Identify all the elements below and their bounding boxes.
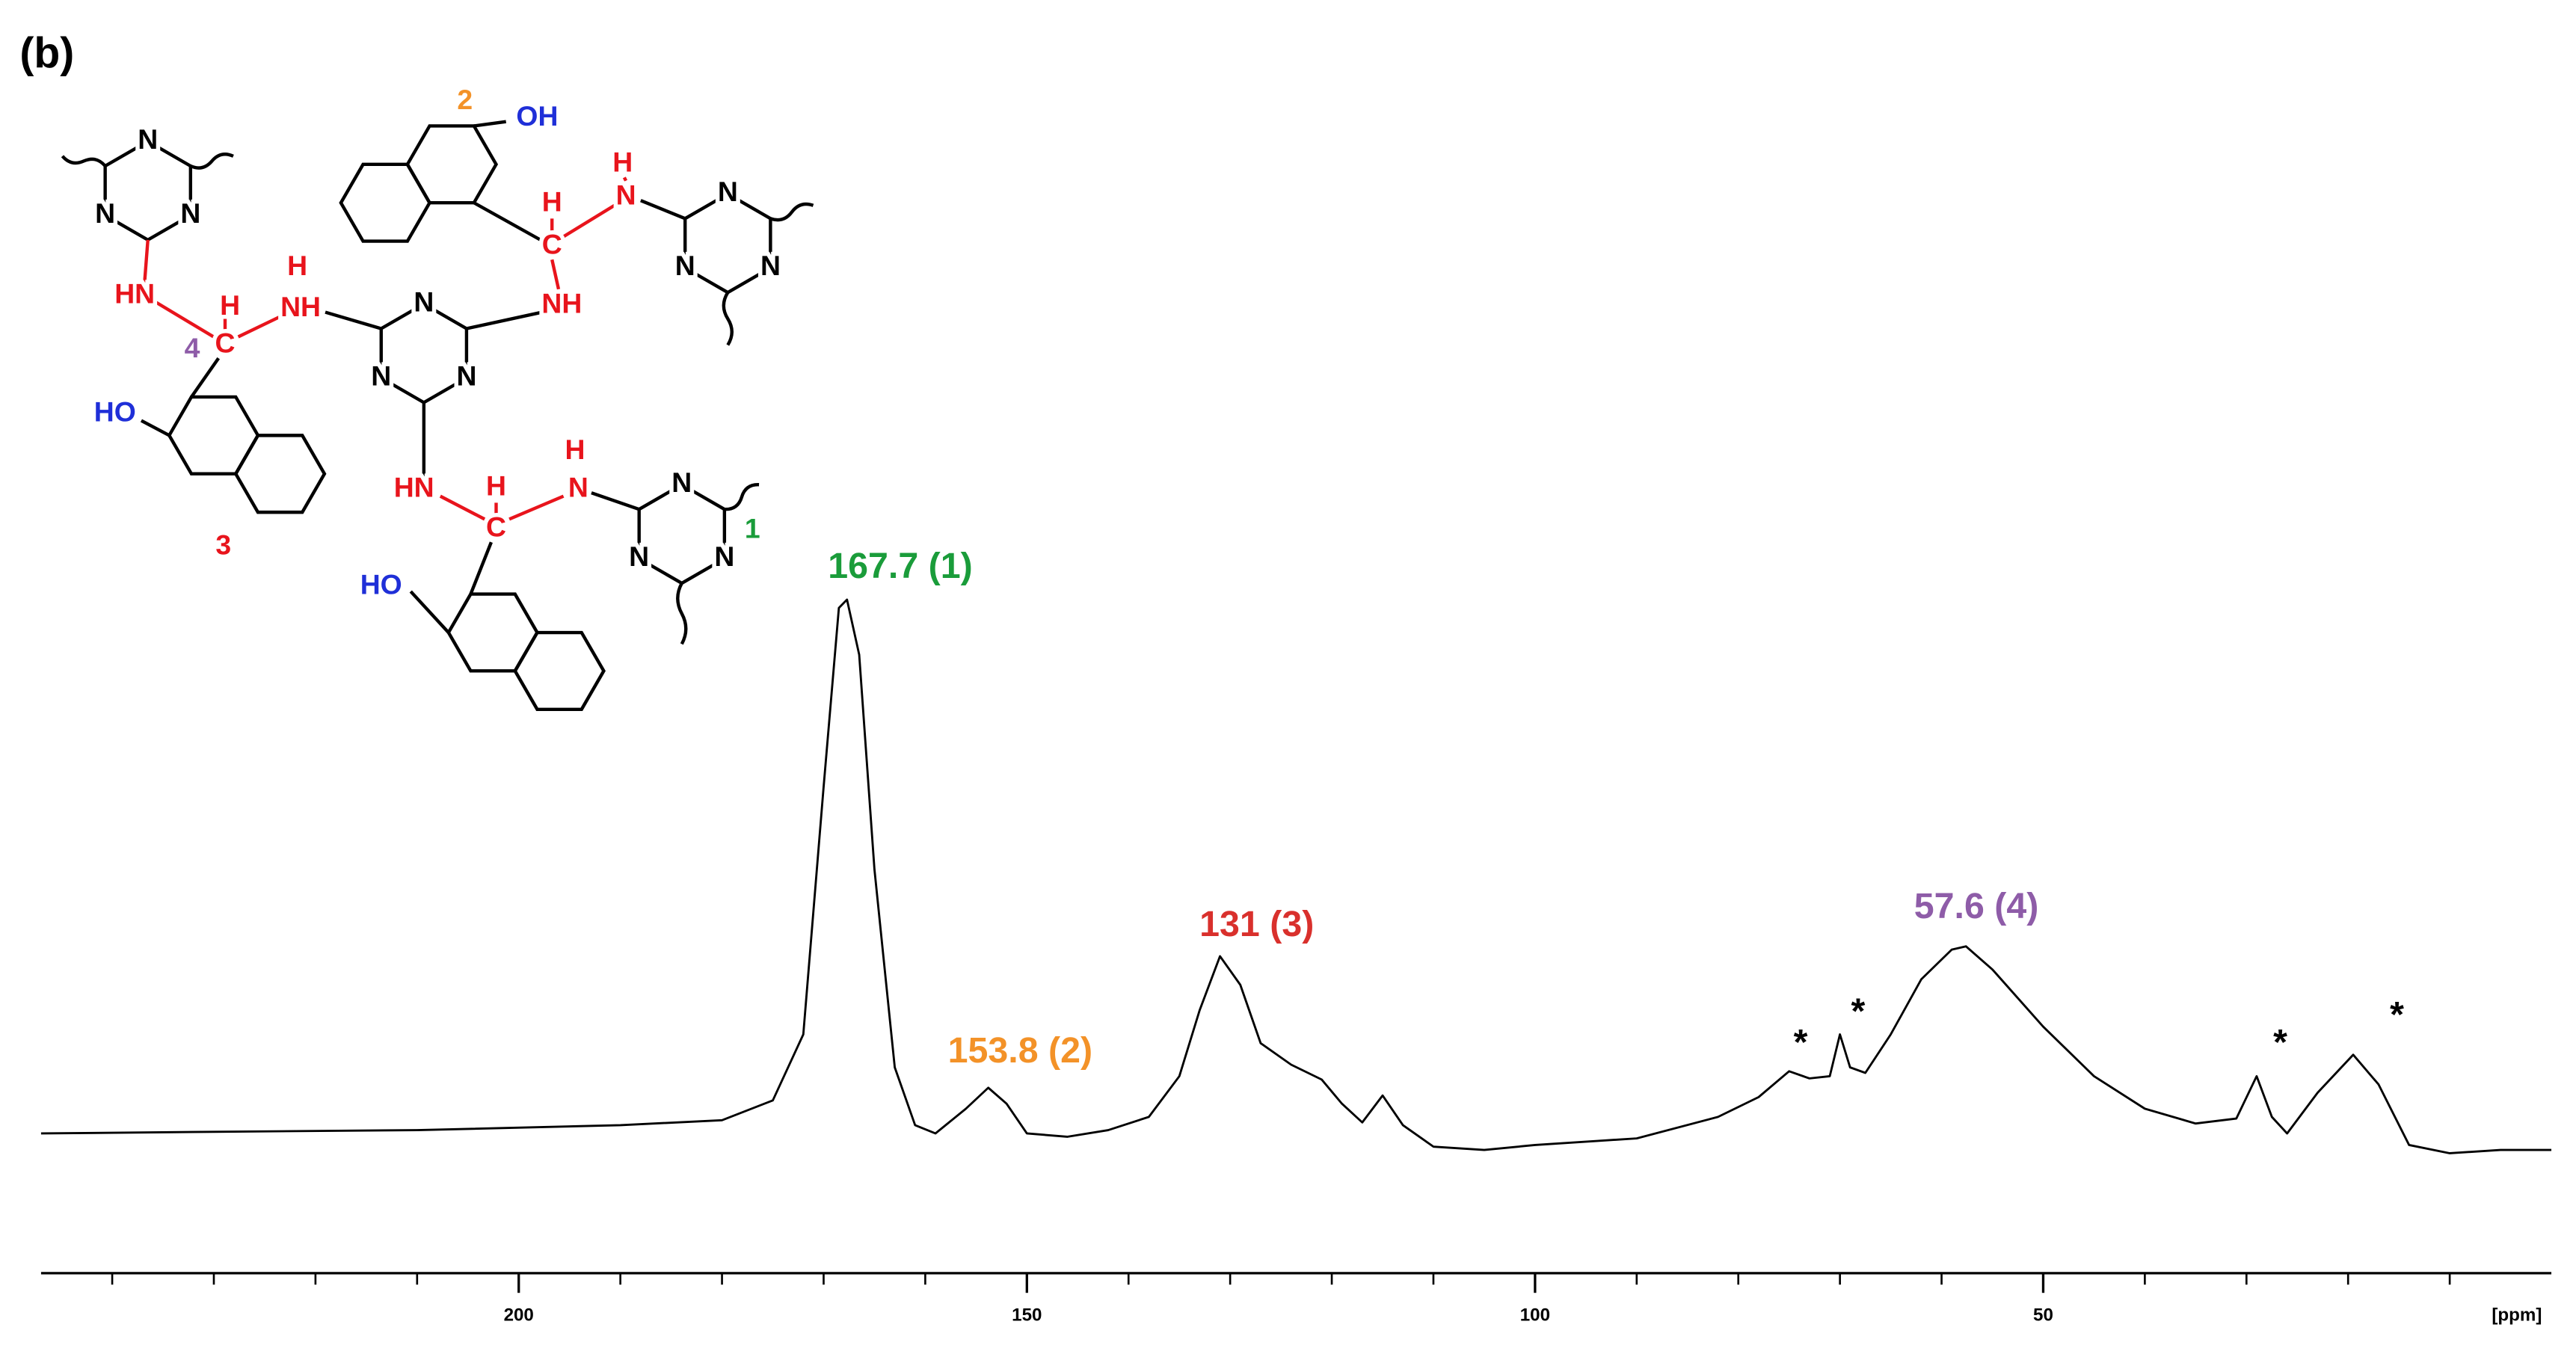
peak-annotation: 167.7 (1)	[828, 546, 972, 586]
atom-label: NH	[541, 288, 582, 319]
atom-label: OH	[516, 100, 558, 132]
atom-label: 3	[215, 529, 231, 561]
bond	[143, 239, 150, 283]
bond	[325, 310, 382, 330]
atom-label: N	[760, 250, 781, 281]
wavy-bond	[724, 483, 760, 511]
atom-label: C	[486, 511, 506, 542]
x-axis-label: [ppm]	[2492, 1305, 2542, 1325]
atom-label: N	[616, 179, 636, 211]
bond	[469, 541, 493, 595]
peak-annotation: *	[1851, 991, 1865, 1031]
ring	[513, 630, 606, 711]
atom-label: N	[414, 286, 434, 317]
x-tick-label: 200	[504, 1305, 534, 1325]
peak-annotation: 131 (3)	[1199, 904, 1314, 944]
atom-label: N	[371, 360, 391, 391]
panel-label: (b)	[19, 29, 74, 77]
bond	[190, 357, 221, 399]
bond	[640, 199, 686, 221]
atom-label: H	[220, 289, 240, 321]
atom-label: 2	[457, 84, 473, 115]
atom-label: HO	[94, 396, 136, 428]
wavy-bond	[769, 202, 814, 222]
atom-label: N	[95, 197, 115, 229]
atom-label: C	[542, 229, 562, 260]
structure	[61, 120, 814, 711]
atom-label: H	[565, 434, 585, 465]
peak-annotation: *	[2390, 994, 2404, 1035]
bond	[508, 494, 565, 521]
wavy-bond	[676, 582, 688, 645]
atom-label: 1	[745, 513, 760, 544]
atom-label: N	[629, 541, 649, 572]
ring	[339, 162, 432, 243]
bond	[237, 313, 283, 339]
atom-label: N	[138, 123, 158, 155]
atom-label: N	[718, 176, 738, 207]
atom-label: NH	[280, 291, 321, 322]
bond	[550, 259, 561, 290]
atom-label: H	[287, 250, 307, 281]
atom-label: N	[456, 360, 476, 391]
atom-label: H	[612, 147, 633, 178]
bond	[466, 310, 543, 330]
atom-label: HO	[360, 568, 402, 600]
atom-label: HN	[114, 277, 155, 309]
bond	[473, 120, 506, 128]
atom-label: N	[671, 467, 692, 498]
bond	[622, 176, 628, 182]
spectrum-line	[40, 598, 2552, 1154]
wavy-bond	[61, 155, 107, 167]
peak-annotation: 153.8 (2)	[948, 1030, 1092, 1071]
peak-annotation: *	[2273, 1022, 2287, 1062]
bond	[439, 494, 486, 521]
peak-annotation: *	[1794, 1022, 1808, 1062]
atom-label: N	[568, 472, 588, 503]
wavy-bond	[189, 153, 234, 170]
atom-label: C	[215, 327, 236, 358]
bond	[591, 491, 640, 511]
bond	[409, 590, 450, 634]
atom-label: N	[180, 197, 200, 229]
x-tick-label: 50	[2033, 1305, 2053, 1325]
bond	[140, 419, 170, 437]
x-tick-label: 100	[1520, 1305, 1550, 1325]
ring	[233, 434, 327, 514]
atom-label: HN	[394, 472, 434, 503]
atom-label: 4	[185, 332, 200, 363]
bond	[473, 201, 541, 241]
atom-label: H	[486, 470, 506, 501]
wavy-bond	[722, 292, 734, 346]
atom-label: H	[542, 185, 562, 217]
bond	[155, 301, 215, 339]
peak-annotation: 57.6 (4)	[1914, 886, 2039, 926]
atom-label: N	[675, 250, 695, 281]
atom-label: N	[714, 541, 734, 572]
bond	[562, 203, 615, 239]
x-tick-label: 150	[1012, 1305, 1042, 1325]
